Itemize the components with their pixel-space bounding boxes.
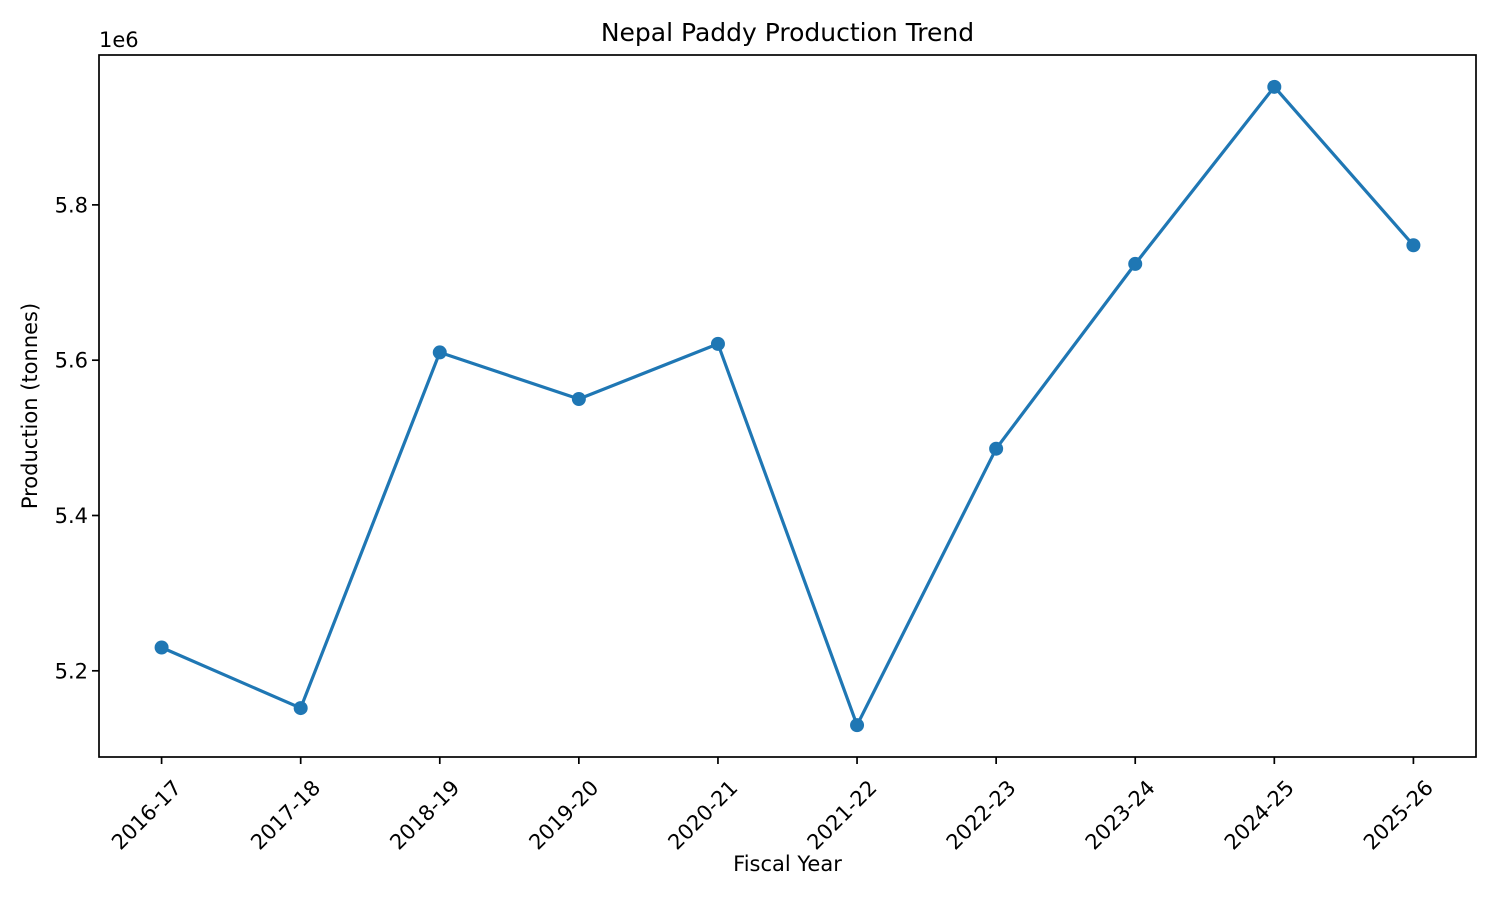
data-series bbox=[154, 79, 1421, 733]
x-axis-label: Fiscal Year bbox=[733, 852, 842, 876]
x-axis: 2016-17 2017-18 2018-19 2019-20 2020-21 2021-… bbox=[107, 757, 1438, 855]
y-axis-label: Production (tonnes) bbox=[18, 303, 42, 509]
x-tick-label: 2021-22 bbox=[803, 776, 882, 855]
x-tick-label: 2023-24 bbox=[1081, 776, 1160, 855]
y-axis-offset-text: 1e6 bbox=[99, 28, 139, 52]
data-point-2019-20 bbox=[571, 392, 586, 407]
x-tick-label: 2016-17 bbox=[107, 776, 186, 855]
y-axis: 5.2 5.4 5.6 5.8 bbox=[55, 193, 99, 683]
y-tick-label: 5.2 bbox=[55, 659, 88, 683]
x-tick-label: 2017-18 bbox=[246, 776, 325, 855]
data-point-2025-26 bbox=[1406, 238, 1421, 253]
data-point-2018-19 bbox=[432, 345, 447, 360]
data-point-2023-24 bbox=[1128, 256, 1143, 271]
x-tick-label: 2018-19 bbox=[385, 776, 464, 855]
x-tick-label: 2025-26 bbox=[1359, 776, 1438, 855]
data-point-2020-21 bbox=[710, 336, 725, 351]
y-tick-label: 5.8 bbox=[55, 193, 88, 217]
chart-title: Nepal Paddy Production Trend bbox=[601, 18, 974, 47]
data-line bbox=[159, 85, 1416, 727]
data-point-2017-18 bbox=[293, 701, 308, 716]
data-point-2024-25 bbox=[1267, 79, 1282, 94]
plot-area bbox=[98, 54, 1477, 758]
x-tick-label: 2020-21 bbox=[663, 776, 742, 855]
x-tick-label: 2019-20 bbox=[524, 776, 603, 855]
y-tick-label: 5.4 bbox=[55, 504, 88, 528]
data-point-2022-23 bbox=[989, 441, 1004, 456]
data-point-2021-22 bbox=[850, 718, 865, 733]
y-tick-label: 5.6 bbox=[55, 349, 88, 373]
x-tick-label: 2024-25 bbox=[1220, 776, 1299, 855]
data-point-2016-17 bbox=[154, 640, 169, 655]
x-tick-label: 2022-23 bbox=[942, 776, 1021, 855]
